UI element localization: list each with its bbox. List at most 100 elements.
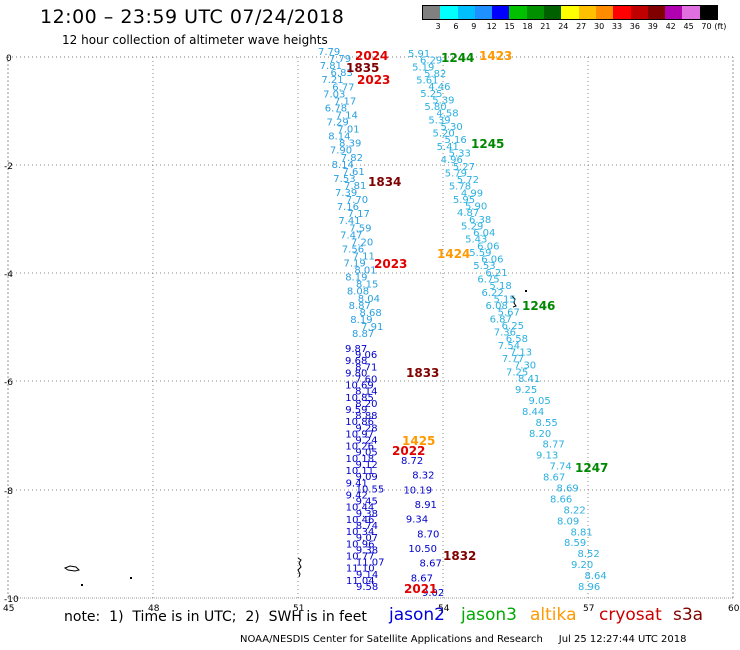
swh-value: 8.20	[529, 429, 551, 440]
legend-swatch	[474, 6, 493, 19]
pass-time-label: 1423	[479, 49, 512, 63]
swh-value: 10.11	[346, 466, 375, 477]
swh-value: 7.70	[346, 195, 368, 206]
swh-value: 8.44	[522, 407, 544, 418]
note-text: note: 1) Time is in UTC; 2) SWH is in fe…	[64, 609, 367, 625]
swh-value: 5.90	[465, 202, 487, 213]
swh-value: 5.72	[457, 175, 479, 186]
islet	[525, 290, 527, 292]
legend-swatch	[492, 6, 510, 19]
map-title: 12:00 – 23:59 UTC 07/24/2018	[40, 6, 345, 28]
swh-value: 8.67	[543, 473, 565, 484]
swh-value: 5.41	[437, 142, 459, 153]
swh-value: 8.39	[339, 139, 361, 150]
y-tick-label: -10	[4, 595, 19, 605]
swh-value: 8.32	[412, 471, 434, 482]
swh-value: 10.44	[346, 503, 375, 514]
swh-value: 4.99	[461, 188, 483, 199]
swh-value: 8.66	[550, 494, 572, 505]
swh-value: 8.14	[332, 160, 354, 171]
swh-value: 10.18	[345, 454, 374, 465]
swh-value: 5.59	[469, 248, 491, 259]
swh-value: 7.14	[336, 110, 358, 121]
swh-value: 7.47	[340, 230, 362, 241]
swh-value: 8.19	[350, 315, 372, 326]
legend-label: 70	[701, 22, 712, 31]
legend-label: 15	[504, 22, 515, 31]
swh-value: 9.07	[356, 533, 378, 544]
swh-value: 8.70	[417, 529, 439, 540]
swh-value: 5.79	[445, 168, 467, 179]
swh-value: 7.20	[351, 237, 373, 248]
swh-value: 9.09	[356, 472, 378, 483]
swh-value: 10.77	[346, 551, 375, 562]
satellite-s3a: s3a	[673, 605, 704, 625]
swh-value: 9.38	[356, 545, 378, 556]
swh-value: 7.11	[353, 251, 375, 262]
legend-label: 12	[486, 22, 497, 31]
legend-swatch	[630, 6, 648, 19]
legend-swatch	[509, 6, 527, 19]
swh-value: 6.21	[485, 268, 507, 279]
y-tick-label: 0	[6, 54, 12, 64]
altimeter-tracks: 7.797.797.816.837.216.777.037.176.787.14…	[318, 47, 607, 599]
swh-value: 7.79	[329, 54, 351, 65]
footer-timestamp: Jul 25 12:27:44 UTC 2018	[558, 634, 687, 645]
coastline	[63, 290, 527, 586]
legend-label: 24	[558, 22, 569, 31]
swh-value: 6.06	[481, 255, 503, 266]
island-outline	[511, 295, 517, 308]
swh-value: 6.87	[490, 314, 512, 325]
x-tick-label: 54	[438, 604, 450, 614]
swh-value: 5.78	[449, 182, 471, 193]
swh-value: 4.96	[441, 155, 463, 166]
swh-value: 9.24	[355, 436, 377, 447]
swh-value: 5.53	[473, 261, 495, 272]
legend-swatch	[682, 6, 700, 19]
legend-label: 21	[540, 22, 551, 31]
footer-credit: NOAA/NESDIS Center for Satellite Applica…	[240, 634, 686, 645]
swh-value: 7.17	[348, 209, 370, 220]
island-outline	[63, 565, 80, 572]
swh-value: 10.85	[345, 393, 374, 404]
legend-swatch	[595, 6, 614, 19]
swh-value: 9.42	[346, 490, 368, 501]
legend-labels: 3 6 9 12 15 18 21 24 27 30 33 36 39 42 45 70 (ft)	[422, 20, 726, 32]
swh-value: 8.72	[401, 456, 423, 467]
x-tick-label: 60	[728, 604, 740, 614]
swh-value: 5.25	[420, 89, 442, 100]
satellite-altika: altika	[530, 605, 577, 625]
swh-value: 8.68	[359, 308, 381, 319]
legend-swatch	[561, 6, 579, 19]
swh-value: 9.45	[356, 497, 378, 508]
swh-value: 7.60	[355, 375, 377, 386]
swh-value: 10.69	[345, 381, 374, 392]
pass-time-label: 1832	[443, 549, 476, 563]
y-tick-label: -2	[4, 162, 13, 172]
swh-value: 7.30	[514, 361, 536, 372]
swh-value: 10.34	[346, 527, 375, 538]
x-tick-label: 51	[293, 604, 304, 614]
swh-value: 10.50	[408, 544, 437, 555]
swh-value: 7.90	[330, 146, 352, 157]
map-subtitle: 12 hour collection of altimeter wave hei…	[62, 33, 328, 47]
swh-value: 7.77	[502, 354, 524, 365]
swh-value: 5.80	[424, 102, 446, 113]
legend-label: 18	[522, 22, 533, 31]
legend-swatch	[423, 6, 441, 19]
swh-value: 8.20	[355, 399, 377, 410]
swh-value: 8.87	[352, 329, 374, 340]
legend-label: 9	[471, 22, 477, 31]
swh-value: 6.29	[420, 56, 442, 67]
island-outline	[297, 557, 302, 578]
pass-time-label: 1424	[437, 247, 470, 261]
swh-value: 5.91	[408, 49, 430, 60]
swh-value: 8.74	[356, 521, 378, 532]
legend-label: 42	[665, 22, 676, 31]
swh-value: 5.67	[498, 308, 520, 319]
swh-value: 7.59	[349, 223, 371, 234]
swh-value: 7.13	[510, 347, 532, 358]
map-frame	[7, 56, 734, 599]
